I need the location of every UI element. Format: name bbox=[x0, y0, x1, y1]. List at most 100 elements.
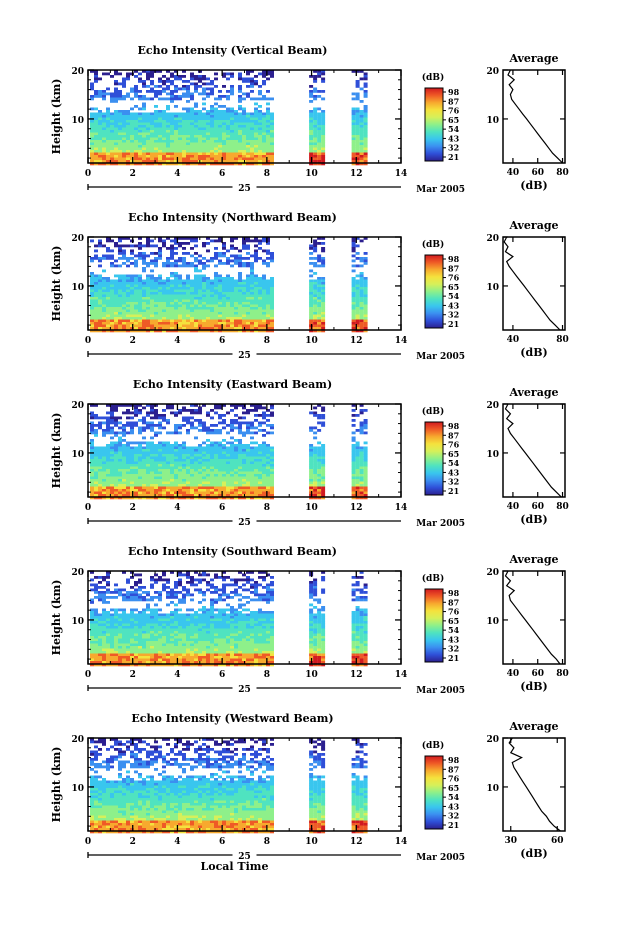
heatmap-cell bbox=[321, 471, 326, 475]
heatmap-cell bbox=[206, 471, 210, 475]
heatmap-cell bbox=[142, 135, 146, 138]
heatmap-cell bbox=[202, 127, 206, 131]
heatmap-cell bbox=[250, 484, 254, 487]
heatmap-cell bbox=[214, 324, 218, 328]
heatmap-cell bbox=[313, 249, 318, 253]
heatmap-cell bbox=[102, 155, 106, 158]
heatmap-cell bbox=[230, 282, 234, 285]
heatmap-cell bbox=[246, 282, 250, 285]
heatmap-cell bbox=[182, 476, 186, 480]
heatmap-cell bbox=[142, 314, 146, 318]
heatmap-cell bbox=[94, 145, 98, 148]
heatmap-cell bbox=[242, 444, 246, 447]
heatmap-cell bbox=[178, 424, 182, 427]
heatmap-cell bbox=[138, 127, 142, 131]
heatmap-cell bbox=[313, 247, 318, 250]
heatmap-cell bbox=[250, 137, 254, 141]
heatmap-cell bbox=[154, 302, 158, 305]
heatmap-cell bbox=[98, 140, 102, 143]
heatmap-cell bbox=[146, 242, 150, 245]
heatmap-cell bbox=[313, 162, 318, 166]
heatmap-cell bbox=[363, 456, 368, 460]
heatmap-cell bbox=[158, 299, 162, 303]
heatmap-cell bbox=[262, 157, 266, 161]
heatmap-cell bbox=[202, 491, 206, 495]
heatmap-cell bbox=[351, 496, 356, 500]
heatmap-cell bbox=[114, 404, 118, 407]
heatmap-cell bbox=[206, 147, 210, 151]
heatmap-cell bbox=[246, 314, 250, 318]
heatmap-cell bbox=[262, 147, 266, 151]
heatmap-cell bbox=[186, 451, 190, 455]
heatmap-cell bbox=[214, 479, 218, 482]
heatmap-cell bbox=[90, 162, 94, 166]
heatmap-cell bbox=[258, 489, 262, 492]
heatmap-cell bbox=[218, 446, 222, 450]
heatmap-cell bbox=[258, 474, 262, 477]
heatmap-cell bbox=[313, 469, 318, 472]
heatmap-cell bbox=[114, 406, 118, 410]
heatmap-cell bbox=[110, 464, 114, 467]
heatmap-cell bbox=[130, 441, 134, 445]
heatmap-cell bbox=[194, 102, 198, 106]
heatmap-cell bbox=[250, 449, 254, 452]
heatmap-cell bbox=[174, 112, 178, 116]
heatmap-cell bbox=[166, 152, 170, 156]
heatmap-cell bbox=[110, 120, 114, 123]
heatmap-cell bbox=[138, 486, 142, 490]
heatmap-cell bbox=[178, 496, 182, 500]
colorbar bbox=[424, 87, 444, 162]
heatmap-cell bbox=[154, 327, 158, 330]
heatmap-cell bbox=[126, 294, 130, 298]
heatmap-cell bbox=[258, 481, 262, 485]
heatmap-cell bbox=[238, 75, 242, 78]
heatmap-cell bbox=[359, 277, 364, 280]
heatmap-cell bbox=[266, 162, 270, 166]
heatmap-cell bbox=[210, 160, 214, 163]
heatmap-cell bbox=[170, 466, 174, 470]
heatmap-cell bbox=[313, 299, 318, 303]
heatmap-cell bbox=[166, 312, 170, 315]
heatmap-cell bbox=[266, 122, 270, 126]
heatmap-cell bbox=[130, 456, 134, 460]
heatmap-cell bbox=[262, 95, 266, 98]
heatmap-cell bbox=[182, 471, 186, 475]
heatmap-cell bbox=[174, 319, 178, 323]
heatmap-cell bbox=[150, 449, 154, 452]
heatmap-cell bbox=[182, 259, 186, 263]
heatmap-cell bbox=[166, 289, 170, 293]
heatmap-cell bbox=[154, 257, 158, 260]
heatmap-cell bbox=[134, 297, 138, 300]
heatmap-cell bbox=[230, 259, 234, 263]
heatmap-cell bbox=[146, 414, 150, 417]
heatmap-cell bbox=[154, 309, 158, 313]
heatmap-cell bbox=[178, 237, 182, 240]
heatmap-cell bbox=[258, 284, 262, 288]
heatmap-cell bbox=[174, 140, 178, 143]
heatmap-cell bbox=[317, 292, 322, 295]
heatmap-cell bbox=[102, 287, 106, 290]
heatmap-cell bbox=[242, 137, 246, 141]
heatmap-cell bbox=[126, 284, 130, 288]
heatmap-cell bbox=[150, 80, 154, 83]
heatmap-cell bbox=[122, 474, 126, 477]
heatmap-cell bbox=[90, 135, 94, 138]
heatmap-cell bbox=[317, 115, 322, 118]
heatmap-cell bbox=[234, 120, 238, 123]
heatmap-cell bbox=[182, 299, 186, 303]
heatmap-cell bbox=[98, 239, 102, 243]
heatmap-cell bbox=[170, 142, 174, 146]
heatmap-cell bbox=[186, 147, 190, 151]
heatmap-cell bbox=[154, 404, 158, 407]
heatmap-cell bbox=[262, 249, 266, 253]
heatmap-cell bbox=[146, 302, 150, 305]
heatmap-cell bbox=[222, 279, 226, 283]
heatmap-cell bbox=[166, 446, 170, 450]
heatmap-cell bbox=[210, 324, 214, 328]
heatmap-cell bbox=[313, 486, 318, 490]
heatmap-cell bbox=[158, 481, 162, 485]
heatmap-cell bbox=[222, 247, 226, 250]
heatmap-cell bbox=[150, 122, 154, 126]
heatmap-cell bbox=[222, 284, 226, 288]
heatmap-cell bbox=[150, 496, 154, 500]
